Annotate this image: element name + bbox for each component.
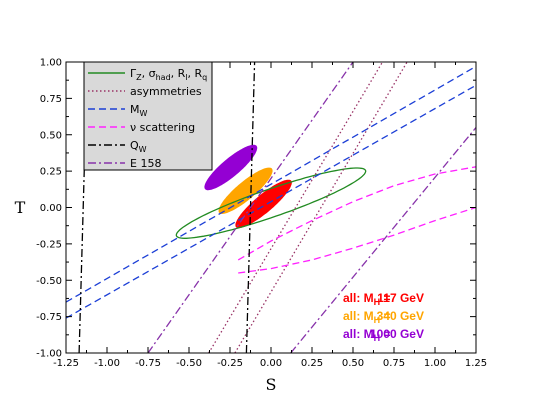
higgs-mass-text: = [380, 327, 394, 341]
fit-ellipse-mh-1000 [204, 144, 258, 191]
legend-label-part: , σ [142, 67, 156, 80]
higgs-mass-text: all: M [343, 291, 374, 305]
higgs-mass-text: GeV [397, 291, 424, 305]
higgs-mass-text: 1000 [370, 327, 397, 341]
legend-label-subscript: l [185, 73, 187, 82]
higgs-mass-subscript: H [374, 297, 381, 307]
x-tick-label: 0.00 [260, 358, 282, 369]
legend-label-subscript: had [156, 73, 171, 82]
higgs-mass-subscript: H [374, 315, 381, 325]
y-tick-label: -0.75 [36, 312, 62, 323]
x-tick-label: 1.00 [424, 358, 446, 369]
legend-label-subscript: W [140, 109, 148, 118]
legend-label: ν scattering [130, 121, 195, 134]
legend-label-part: Γ [130, 67, 137, 80]
x-tick-label: -0.25 [217, 358, 243, 369]
y-tick-label: -0.50 [36, 276, 62, 287]
legend-label-subscript: q [202, 73, 207, 82]
higgs-mass-text: all: M [343, 327, 374, 341]
constraint-ellipse-z-pole [175, 167, 367, 239]
legend-box [83, 61, 213, 171]
constraint-line-1-0 [208, 62, 384, 353]
higgs-mass-label-340: all: MH = 340 GeV [343, 309, 424, 325]
y-tick-label: -1.00 [36, 349, 62, 360]
constraint-line-5-1 [290, 127, 476, 353]
y-tick-label: 1.00 [40, 58, 62, 69]
x-tick-label: -1.25 [53, 358, 79, 369]
constraint-line-2-1 [66, 65, 476, 303]
x-axis-title: S [266, 375, 277, 394]
legend-label-part: , R [188, 67, 203, 80]
higgs-mass-subscript: H [374, 333, 381, 343]
constraint-line-2-0 [66, 84, 476, 319]
y-tick-label: 0.50 [40, 130, 62, 141]
constraint-curves [66, 62, 476, 353]
legend-label: E 158 [130, 157, 161, 170]
constraint-line-5-0 [147, 62, 354, 353]
x-tick-label: -1.00 [94, 358, 120, 369]
x-tick-label: 0.50 [342, 358, 364, 369]
higgs-mass-label-1000: all: MH = 1000 GeV [343, 327, 424, 343]
legend-label-subscript: W [139, 145, 147, 154]
legend-label-subscript: Z [136, 73, 142, 82]
y-tick-label: 0.75 [40, 94, 62, 105]
legend-label: QW [130, 139, 147, 154]
constraint-line-1-1 [234, 62, 408, 353]
constraint-curve-3-0 [238, 206, 476, 274]
fit-ellipse-mh-117 [235, 179, 292, 229]
legend-label-part: M [130, 103, 140, 116]
legend-label: ΓZ, σhad, Rl, Rq [130, 67, 207, 82]
higgs-mass-text: all: M [343, 309, 374, 323]
legend-label-part: , R [171, 67, 186, 80]
higgs-mass-text: GeV [397, 309, 424, 323]
y-tick-label: 0.25 [40, 167, 62, 178]
x-tick-label: 0.25 [301, 358, 323, 369]
y-tick-label: -0.25 [36, 239, 62, 250]
x-tick-label: 0.75 [383, 358, 405, 369]
y-axis-title: T [15, 198, 26, 217]
higgs-mass-text: = [380, 291, 394, 305]
legend-label-part: Q [130, 139, 139, 152]
higgs-mass-label-117: all: MH = 117 GeV [343, 291, 424, 307]
legend-label: asymmetries [130, 85, 202, 98]
legend-label: MW [130, 103, 148, 118]
x-tick-label: 1.25 [465, 358, 487, 369]
x-tick-label: -0.50 [176, 358, 202, 369]
y-tick-label: 0.00 [40, 203, 62, 214]
higgs-mass-text: GeV [397, 327, 424, 341]
x-tick-label: -0.75 [135, 358, 161, 369]
higgs-mass-text: 340 [377, 309, 397, 323]
constraint-curve-3-1 [237, 166, 476, 261]
higgs-mass-text: 117 [377, 291, 397, 305]
higgs-mass-text: = [380, 309, 394, 323]
